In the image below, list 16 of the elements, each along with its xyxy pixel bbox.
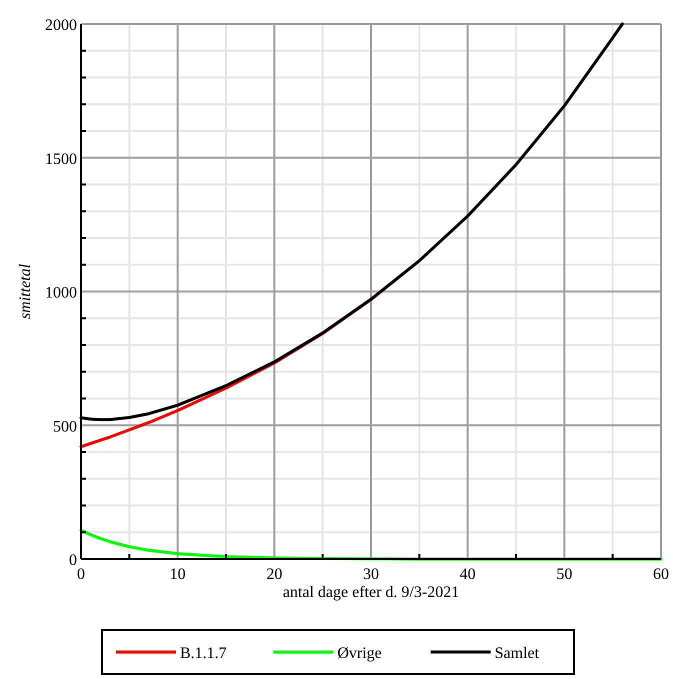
legend-label: Øvrige	[337, 645, 382, 662]
legend-label: B.1.1.7	[180, 645, 227, 662]
x-tick-label: 40	[460, 566, 476, 583]
x-axis-title: antal dage efter d. 9/3-2021	[282, 584, 460, 601]
y-axis-title: smittetal	[17, 263, 34, 320]
x-tick-label: 10	[170, 566, 186, 583]
x-tick-label: 60	[653, 566, 669, 583]
y-tick-label: 1000	[45, 284, 77, 302]
y-tick-label: 0	[69, 552, 77, 569]
legend-label: Samlet	[494, 645, 540, 662]
y-tick-label: 2000	[45, 17, 77, 34]
x-tick-label: 50	[556, 566, 572, 583]
y-tick-label: 1500	[45, 150, 77, 168]
x-tick-label: 20	[266, 566, 282, 583]
y-tick-label: 500	[53, 418, 77, 436]
x-tick-label: 30	[363, 566, 379, 583]
